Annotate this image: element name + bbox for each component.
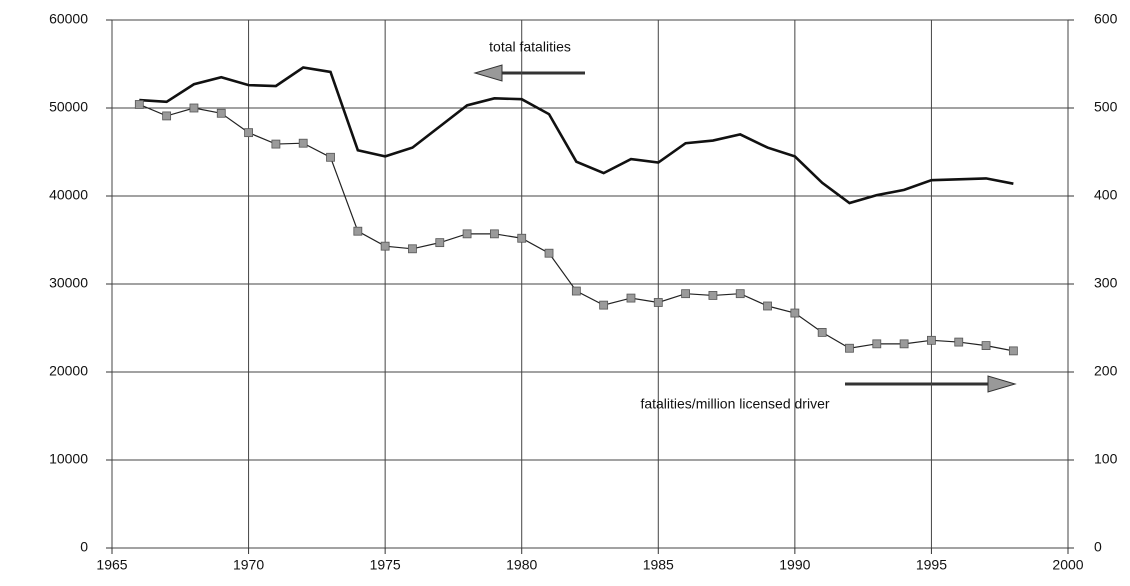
point-marker [681, 289, 690, 299]
y-tick-label: 60000 [49, 11, 88, 27]
point-marker [353, 226, 363, 236]
right-arrow [845, 375, 1017, 393]
point-marker [845, 343, 854, 353]
y-tick-label: 30000 [49, 275, 88, 291]
point-marker [954, 337, 964, 347]
point-marker [626, 293, 636, 303]
point-marker [735, 289, 745, 299]
y-tick-label: 20000 [49, 363, 88, 379]
y2-tick-label: 0 [1094, 539, 1102, 555]
point-marker [271, 139, 281, 149]
point-marker [899, 339, 909, 349]
y-tick-label: 50000 [49, 99, 88, 115]
x-tick-label: 1970 [233, 557, 264, 573]
point-marker [162, 111, 172, 121]
y2-tick-label: 400 [1094, 187, 1118, 203]
point-marker [134, 100, 144, 109]
point-marker [380, 241, 390, 251]
point-marker [790, 308, 800, 318]
point-marker [1008, 346, 1018, 356]
y-tick-label: 0 [80, 539, 88, 555]
x-tick-label: 1990 [779, 557, 810, 573]
x-tick-label: 1965 [96, 557, 127, 573]
point-marker [599, 300, 609, 310]
point-marker [708, 291, 718, 300]
point-marker [872, 339, 882, 349]
point-marker [517, 233, 527, 243]
left-arrow [473, 64, 585, 82]
point-marker [435, 238, 445, 248]
series-line [139, 103, 1014, 352]
point-marker [571, 286, 581, 296]
point-marker [653, 298, 663, 307]
y2-tick-label: 100 [1094, 451, 1118, 467]
point-marker [544, 248, 554, 258]
x-tick-label: 1995 [916, 557, 947, 573]
point-marker [981, 341, 991, 351]
x-tick-label: 2000 [1052, 557, 1083, 573]
series-line [139, 66, 1014, 205]
annotation: fatalities/million licensed driver [640, 396, 829, 412]
point-marker [216, 108, 226, 118]
point-marker [489, 229, 499, 239]
y2-tick-label: 500 [1094, 99, 1118, 115]
y2-tick-label: 600 [1094, 11, 1118, 27]
x-tick-label: 1985 [643, 557, 674, 573]
y-tick-label: 40000 [49, 187, 88, 203]
y-tick-label: 10000 [49, 451, 88, 467]
point-marker [298, 138, 308, 148]
point-marker [817, 327, 827, 337]
point-marker [244, 128, 253, 138]
point-marker [763, 301, 772, 311]
point-marker [408, 244, 417, 254]
y2-tick-label: 300 [1094, 275, 1118, 291]
point-marker [462, 229, 472, 239]
point-marker [326, 152, 335, 162]
point-marker [189, 103, 199, 113]
x-tick-label: 1975 [370, 557, 401, 573]
point-marker [927, 335, 936, 345]
x-tick-label: 1980 [506, 557, 537, 573]
annotation: total fatalities [489, 39, 571, 55]
y2-tick-label: 200 [1094, 363, 1118, 379]
